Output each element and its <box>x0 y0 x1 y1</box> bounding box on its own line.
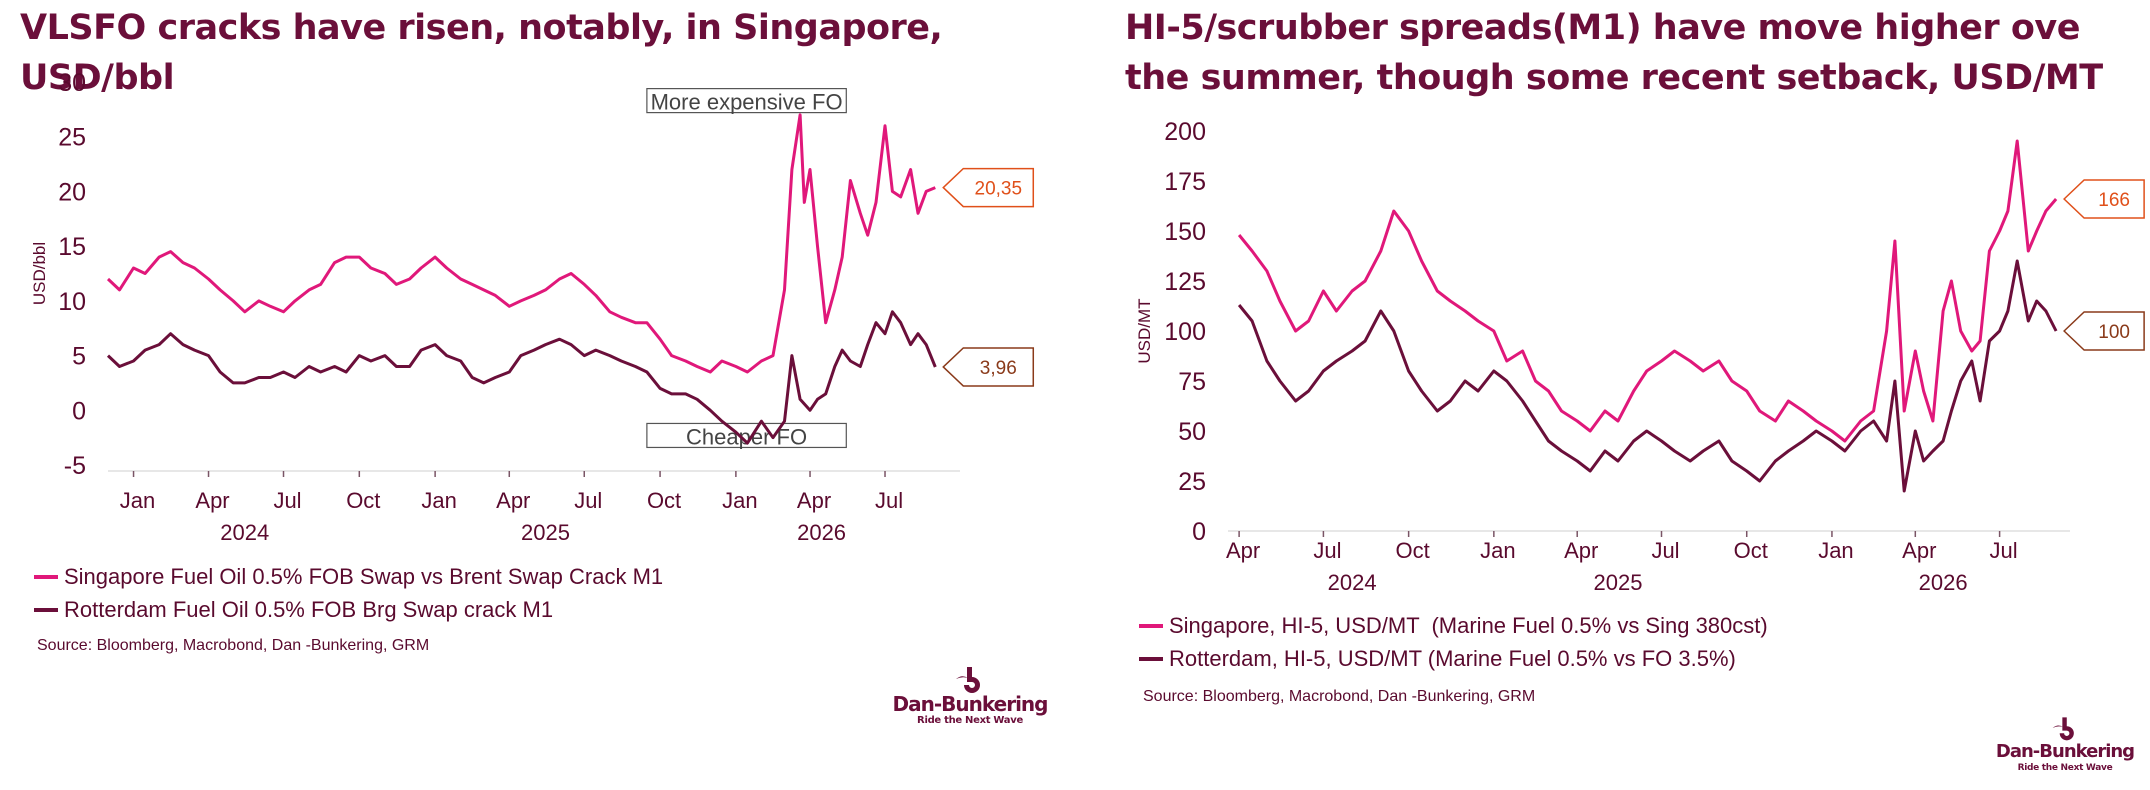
x-year-label: 2026 <box>797 520 846 545</box>
logo-name: Dan-Bunkering <box>892 692 1049 716</box>
series-line <box>1237 259 2058 493</box>
x-tick-label: Apr <box>195 488 229 513</box>
logo-tagline: Ride the Next Wave <box>917 715 1023 726</box>
annotation-label: More expensive FO <box>651 90 843 115</box>
y-tick-label: 30 <box>58 69 86 97</box>
x-tick-label: Jan <box>1480 538 1515 563</box>
y-axis-label: USD/bbl <box>30 242 49 305</box>
x-year-label: 2025 <box>1593 570 1642 595</box>
annotation-label: Cheaper FO <box>686 424 807 449</box>
right-source-note: Source: Bloomberg, Macrobond, Dan -Bunke… <box>1143 688 1536 705</box>
y-tick-label: 25 <box>1178 468 1206 496</box>
right-chart: 0 25 50 75 100 125 150 175 200 USD/MT Apr Jul Oct Jan… <box>1135 118 2145 595</box>
y-tick-label: 5 <box>72 343 86 371</box>
dan-bunkering-logo-right: Dan-Bunkering Ride the Next Wave <box>1985 715 2145 773</box>
dan-bunkering-logo-left: Dan-Bunkering Ride the Next Wave <box>880 665 1060 726</box>
end-value-label: 100 <box>2098 322 2130 343</box>
y-tick-label: 25 <box>58 124 86 152</box>
x-tick-label: Jan <box>421 488 456 513</box>
x-tick-label: Jan <box>722 488 757 513</box>
logo-name: Dan-Bunkering <box>1995 741 2135 762</box>
legend-swatch <box>1139 656 1163 661</box>
legend-entry-singapore-hi5: Singapore, HI-5, USD/MT (Marine Fuel 0.5… <box>1139 609 1768 642</box>
series-line <box>106 310 937 445</box>
x-tick-label: Apr <box>1226 538 1260 563</box>
end-value-callout <box>2063 311 2145 351</box>
x-year-label: 2024 <box>220 520 269 545</box>
y-tick-label: 75 <box>1178 368 1206 396</box>
series-line <box>106 113 936 374</box>
x-year-label: 2026 <box>1919 570 1968 595</box>
end-value-label: 166 <box>2098 190 2130 211</box>
annotation-box <box>646 88 847 114</box>
y-tick-label: 0 <box>72 397 86 425</box>
y-tick-label: 150 <box>1164 218 1206 246</box>
x-year-label: 2024 <box>1328 570 1377 595</box>
x-tick-label: Apr <box>496 488 530 513</box>
x-tick-label: Jul <box>1313 538 1341 563</box>
series-line <box>1237 139 2058 443</box>
logo-mark-icon <box>956 667 980 693</box>
end-value-callout <box>942 167 1035 208</box>
y-tick-label: 50 <box>1178 418 1206 446</box>
legend-swatch <box>34 607 58 612</box>
x-tick-label: Jul <box>273 488 301 513</box>
end-value-label: 20,35 <box>975 179 1023 200</box>
y-tick-label: 100 <box>1164 318 1206 346</box>
y-tick-label: -5 <box>64 452 86 480</box>
legend-swatch <box>1139 623 1163 628</box>
logo-mark-icon <box>2052 717 2074 741</box>
y-tick-label: 10 <box>58 288 86 316</box>
x-year-label: 2025 <box>521 520 570 545</box>
end-value-label: 3,96 <box>980 358 1017 379</box>
end-value-callout <box>2063 179 2145 219</box>
legend-label: Rotterdam, HI-5, USD/MT (Marine Fuel 0.5… <box>1169 645 1736 671</box>
x-tick-label: Apr <box>1564 538 1598 563</box>
x-tick-label: Jan <box>1818 538 1853 563</box>
x-tick-label: Oct <box>1396 538 1430 563</box>
x-tick-label: Jan <box>120 488 155 513</box>
legend-entry-singapore-crack: Singapore Fuel Oil 0.5% FOB Swap vs Bren… <box>34 560 663 593</box>
y-tick-label: 125 <box>1164 268 1206 296</box>
legend-entry-rotterdam-crack: Rotterdam Fuel Oil 0.5% FOB Brg Swap cra… <box>34 593 663 626</box>
x-tick-label: Jul <box>1651 538 1679 563</box>
y-tick-label: 0 <box>1192 518 1206 546</box>
x-tick-label: Jul <box>875 488 903 513</box>
y-axis-label: USD/MT <box>1135 298 1154 363</box>
y-tick-label: 20 <box>58 178 86 206</box>
legend-entry-rotterdam-hi5: Rotterdam, HI-5, USD/MT (Marine Fuel 0.5… <box>1139 642 1768 675</box>
x-tick-label: Oct <box>346 488 380 513</box>
left-legend: Singapore Fuel Oil 0.5% FOB Swap vs Bren… <box>34 560 663 626</box>
legend-label: Singapore Fuel Oil 0.5% FOB Swap vs Bren… <box>64 563 664 589</box>
left-chart-title: VLSFO cracks have risen, notably, in Sin… <box>20 8 943 98</box>
x-tick-label: Oct <box>1734 538 1768 563</box>
left-source-note: Source: Bloomberg, Macrobond, Dan -Bunke… <box>37 637 430 654</box>
y-tick-label: 15 <box>58 233 86 261</box>
x-tick-label: Oct <box>647 488 681 513</box>
y-tick-label: 175 <box>1164 168 1206 196</box>
x-tick-label: Apr <box>797 488 831 513</box>
x-tick-label: Jul <box>1990 538 2018 563</box>
end-value-callout <box>942 347 1035 387</box>
legend-label: Singapore, HI-5, USD/MT (Marine Fuel 0.5… <box>1169 612 1768 638</box>
legend-swatch <box>34 574 58 579</box>
legend-label: Rotterdam Fuel Oil 0.5% FOB Brg Swap cra… <box>64 596 554 622</box>
right-legend: Singapore, HI-5, USD/MT (Marine Fuel 0.5… <box>1139 609 1768 675</box>
x-tick-label: Jul <box>574 488 602 513</box>
y-tick-label: 200 <box>1164 118 1206 146</box>
x-tick-label: Apr <box>1902 538 1936 563</box>
right-chart-title: HI-5/scrubber spreads(M1) have move high… <box>1125 8 2103 98</box>
logo-tagline: Ride the Next Wave <box>2017 763 2113 773</box>
